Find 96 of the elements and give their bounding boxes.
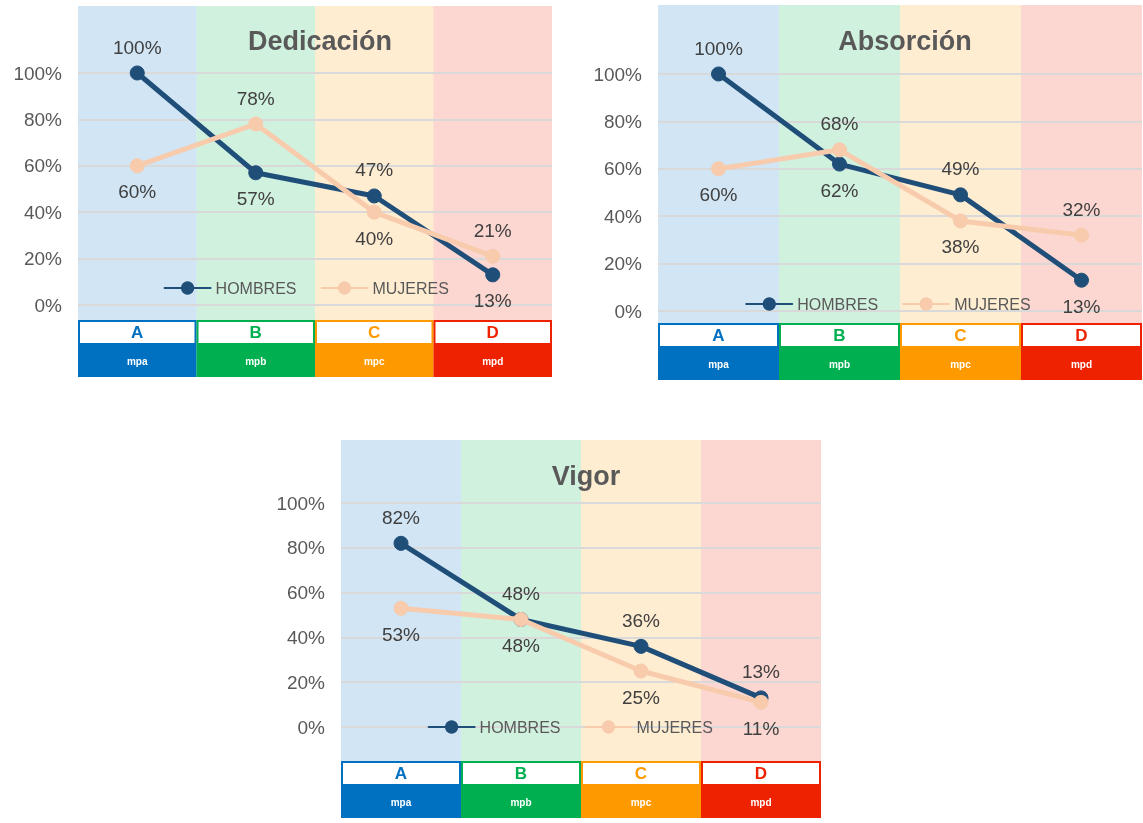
data-label: 60% (699, 184, 738, 206)
point (129, 65, 145, 81)
data-label: 68% (820, 113, 859, 135)
y-tick-label: 60% (286, 582, 326, 604)
data-label: 78% (236, 87, 275, 109)
data-label: 13% (473, 290, 512, 312)
y-tick-label: 80% (286, 537, 326, 559)
data-label: 11% (742, 717, 780, 739)
x-tick-label: C (368, 323, 381, 342)
point (393, 600, 409, 616)
point (485, 267, 501, 283)
y-tick-label: 60% (23, 155, 63, 177)
x-tick-label: D (754, 764, 768, 783)
data-label: 48% (501, 634, 541, 656)
band-label: mpd (482, 355, 504, 367)
y-tick-label: 60% (603, 158, 643, 180)
data-label: 49% (941, 158, 980, 180)
point (129, 158, 145, 174)
y-tick-label: 100% (276, 492, 326, 514)
point (711, 161, 726, 177)
point (366, 204, 382, 220)
legend-label: HOMBRES (215, 279, 297, 297)
band-label: mpd (1070, 358, 1093, 370)
point (1074, 227, 1089, 243)
data-label: 100% (694, 37, 743, 59)
y-tick-label: 0% (297, 716, 326, 738)
data-label: 25% (621, 686, 661, 708)
legend-label: MUJERES (636, 718, 713, 736)
y-tick-label: 0% (34, 294, 63, 316)
legend-label: MUJERES (954, 295, 1031, 313)
point (1074, 272, 1089, 288)
data-label: 13% (741, 661, 781, 683)
x-tick-label: B (833, 326, 846, 345)
point (953, 213, 968, 229)
x-tick-label: A (712, 326, 725, 345)
y-tick-label: 40% (603, 205, 643, 227)
data-label: 62% (820, 179, 859, 201)
point (633, 663, 649, 679)
data-label: 13% (1062, 295, 1101, 317)
band-label: mpb (510, 796, 532, 808)
x-tick-label: A (131, 323, 144, 342)
data-label: 47% (355, 159, 394, 181)
y-tick-label: 20% (603, 253, 643, 275)
x-tick-label: D (1075, 326, 1088, 345)
point (753, 694, 769, 710)
point (393, 535, 409, 551)
x-tick-label: A (394, 764, 408, 783)
band-label: mpb (828, 358, 851, 370)
point (711, 66, 726, 82)
point (366, 188, 382, 204)
legend-label: HOMBRES (479, 718, 561, 736)
data-label: 32% (1062, 198, 1101, 220)
data-label: 36% (621, 609, 661, 631)
band-label: mpb (245, 355, 267, 367)
chart-title: Absorción (838, 25, 972, 56)
x-tick-label: C (954, 326, 967, 345)
point (248, 116, 264, 132)
point (832, 156, 847, 172)
y-tick-label: 0% (614, 300, 643, 322)
point (633, 638, 649, 654)
band-label: mpc (363, 355, 385, 367)
data-label: 57% (236, 188, 275, 210)
point (485, 248, 501, 264)
x-tick-label: D (486, 323, 499, 342)
data-label: 100% (112, 36, 162, 58)
y-tick-label: 40% (286, 626, 326, 648)
band-label: mpc (630, 796, 652, 808)
legend-label: HOMBRES (797, 295, 879, 313)
band-label: mpa (708, 358, 730, 370)
data-label: 21% (473, 219, 512, 241)
y-tick-label: 20% (286, 671, 326, 693)
data-label: 48% (501, 582, 541, 604)
data-label: 38% (941, 236, 980, 258)
chart-title: Vigor (551, 460, 621, 491)
band-label: mpa (390, 796, 412, 808)
point (953, 187, 968, 203)
y-tick-label: 100% (593, 63, 643, 85)
x-tick-label: C (634, 764, 648, 783)
data-label: 82% (381, 506, 421, 528)
data-label: 60% (118, 181, 157, 203)
band-label: mpc (950, 358, 972, 370)
data-label: 53% (381, 623, 421, 645)
data-label: 40% (355, 227, 394, 249)
band-label: mpd (750, 796, 772, 808)
y-tick-label: 80% (603, 110, 643, 132)
x-tick-label: B (514, 764, 528, 783)
band-label: mpa (126, 355, 148, 367)
point (832, 142, 847, 158)
chart-title: Dedicación (247, 25, 393, 56)
point (248, 165, 264, 181)
y-tick-label: 20% (23, 248, 63, 270)
y-tick-label: 80% (23, 108, 63, 130)
y-tick-label: 40% (23, 201, 63, 223)
legend-label: MUJERES (372, 279, 449, 297)
x-tick-label: B (249, 323, 262, 342)
y-tick-label: 100% (13, 62, 63, 84)
